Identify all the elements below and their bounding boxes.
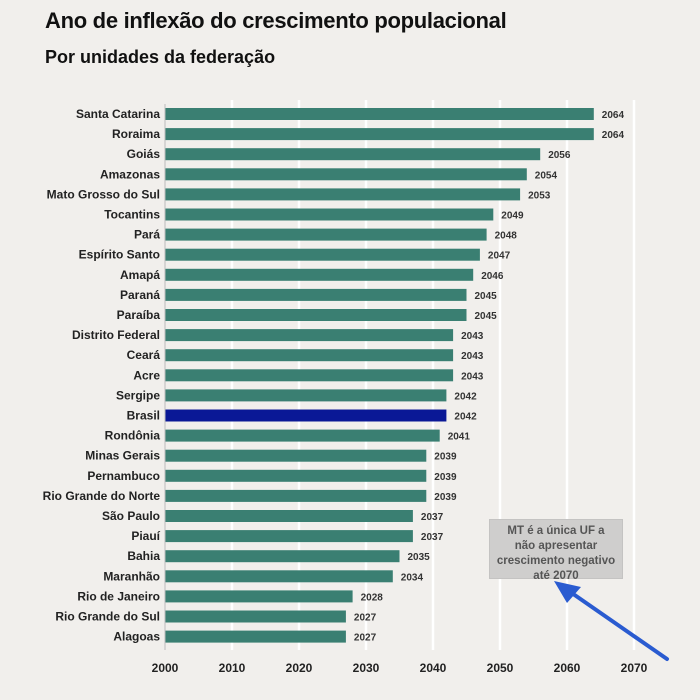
value-label: 2045 (475, 311, 498, 322)
value-label: 2064 (602, 130, 625, 141)
bar (165, 590, 353, 603)
category-label: Rondônia (105, 429, 161, 443)
value-label: 2039 (434, 452, 457, 463)
category-label: Roraima (112, 127, 160, 141)
category-label: Rio Grande do Sul (55, 610, 160, 624)
category-label: Brasil (127, 409, 160, 423)
category-label: Mato Grosso do Sul (47, 187, 160, 201)
category-label: Amazonas (100, 167, 160, 181)
value-label: 2047 (488, 251, 511, 262)
bar (165, 268, 474, 281)
bar (165, 469, 427, 482)
category-label: Pará (134, 228, 160, 242)
annotation-box: MT é a única UF a não apresentar crescim… (489, 519, 623, 582)
category-label: Amapá (120, 268, 160, 282)
bar (165, 489, 427, 502)
bar (165, 429, 440, 442)
value-label: 2054 (535, 170, 558, 181)
bar (165, 449, 427, 462)
value-label: 2037 (421, 512, 444, 523)
value-label: 2037 (421, 532, 444, 543)
category-label: Piauí (131, 529, 160, 543)
category-label: Santa Catarina (76, 107, 160, 121)
category-label: Distrito Federal (72, 328, 160, 342)
value-label: 2043 (461, 331, 484, 342)
bar (165, 108, 594, 120)
bar (165, 349, 454, 362)
x-tick-label: 2050 (487, 661, 514, 675)
category-label: Espírito Santo (79, 248, 160, 262)
x-tick-label: 2040 (420, 661, 447, 675)
x-tick-label: 2060 (554, 661, 581, 675)
bar (165, 570, 393, 583)
bar (165, 530, 413, 543)
category-label: Acre (133, 368, 160, 382)
bar (165, 148, 541, 161)
value-label: 2034 (401, 572, 424, 583)
bar (165, 309, 467, 321)
value-label: 2064 (602, 110, 625, 121)
chart-subtitle: Por unidades da federação (45, 47, 276, 67)
value-label: 2028 (361, 592, 384, 603)
value-label: 2039 (434, 492, 457, 503)
category-label: Rio Grande do Norte (43, 489, 161, 503)
arrow-shaft (564, 587, 669, 661)
value-label: 2049 (501, 211, 524, 222)
bar (165, 208, 494, 221)
category-label: Sergipe (116, 388, 160, 402)
bar (165, 369, 454, 382)
category-label: Goiás (127, 147, 161, 161)
value-label: 2042 (454, 412, 477, 423)
value-label: 2046 (481, 271, 504, 282)
bar (165, 409, 447, 422)
bar (165, 510, 413, 522)
value-label: 2041 (448, 432, 471, 443)
value-label: 2043 (461, 371, 484, 382)
value-label: 2053 (528, 190, 551, 201)
category-label: Maranhão (103, 569, 160, 583)
value-label: 2039 (434, 472, 457, 483)
x-tick-label: 2070 (621, 661, 648, 675)
x-tick-label: 2000 (152, 661, 179, 675)
category-label: Pernambuco (87, 469, 160, 483)
bar (165, 288, 467, 301)
bar (165, 248, 480, 261)
bar (165, 128, 594, 141)
value-label: 2027 (354, 613, 377, 624)
category-label: Tocantins (104, 208, 160, 222)
bar (165, 168, 527, 181)
x-tick-label: 2020 (286, 661, 313, 675)
category-label: Paraíba (117, 308, 161, 322)
value-label: 2043 (461, 351, 484, 362)
bar (165, 329, 454, 342)
value-label: 2048 (495, 231, 518, 242)
category-label: Minas Gerais (85, 449, 160, 463)
category-label: Ceará (127, 348, 161, 362)
value-label: 2027 (354, 633, 377, 644)
bar (165, 188, 521, 201)
bar (165, 610, 346, 623)
bar (165, 389, 447, 402)
chart-title: Ano de inflexão do crescimento populacio… (45, 8, 507, 33)
bar (165, 630, 346, 643)
arrow-head (554, 581, 581, 603)
category-label: Paraná (120, 288, 160, 302)
category-label: São Paulo (102, 509, 160, 523)
value-label: 2035 (408, 552, 431, 563)
category-label: Alagoas (113, 630, 160, 644)
category-label: Rio de Janeiro (77, 589, 160, 603)
value-label: 2056 (548, 150, 571, 161)
x-tick-label: 2010 (219, 661, 246, 675)
x-tick-label: 2030 (353, 661, 380, 675)
bar (165, 550, 400, 563)
category-label: Bahia (127, 549, 160, 563)
value-label: 2042 (454, 391, 477, 402)
bar (165, 228, 487, 241)
value-label: 2045 (475, 291, 498, 302)
